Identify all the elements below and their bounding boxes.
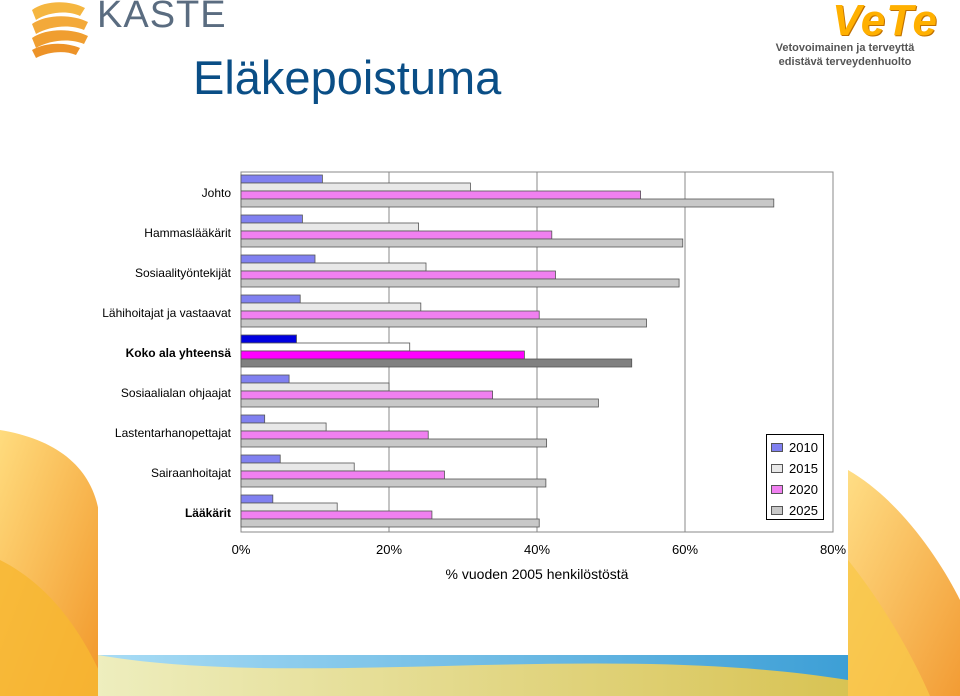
category-label: Lähihoitajat ja vastaavat: [102, 306, 231, 320]
bar-2020: [240, 190, 642, 200]
legend-label: 2020: [789, 482, 818, 497]
category-label: Lääkärit: [185, 506, 231, 520]
legend-swatch: [771, 464, 783, 473]
legend-label: 2010: [789, 440, 818, 455]
bar-2015: [240, 422, 327, 432]
bar-2025: [240, 398, 599, 408]
legend-swatch: [771, 485, 783, 494]
bar-2025: [240, 318, 647, 328]
bar-2010: [240, 334, 297, 344]
category-label: Hammaslääkärit: [144, 226, 231, 240]
bar-2025: [240, 358, 633, 368]
bar-2020: [240, 390, 494, 400]
bar-2010: [240, 174, 323, 184]
bar-2025: [240, 238, 684, 248]
legend-label: 2015: [789, 461, 818, 476]
vete-tagline-line2: edistävä terveydenhuolto: [778, 56, 912, 68]
x-tick-label: 40%: [524, 542, 550, 557]
bar-2015: [240, 182, 471, 192]
kaste-logo-text: KASTE: [97, 0, 227, 36]
bar-2020: [240, 230, 553, 240]
category-label: Johto: [202, 186, 232, 200]
bar-2015: [240, 462, 355, 472]
kaste-logo-icon: [32, 2, 88, 58]
bar-2015: [240, 222, 420, 232]
category-label: Sosiaalialan ohjaajat: [121, 386, 232, 400]
bar-2025: [240, 278, 680, 288]
bar-2020: [240, 510, 433, 520]
legend-swatch: [771, 506, 783, 515]
category-label: Lastentarhanopettajat: [115, 426, 232, 440]
x-tick-label: 0%: [232, 542, 251, 557]
bar-2025: [240, 478, 547, 488]
vete-logo: VeTe: [832, 0, 938, 45]
bar-2015: [240, 502, 338, 512]
page-title: Eläkepoistuma: [193, 51, 502, 104]
bar-2020: [240, 430, 429, 440]
bar-2010: [240, 374, 290, 384]
x-tick-label: 20%: [376, 542, 402, 557]
x-axis-label: % vuoden 2005 henkilöstöstä: [446, 566, 629, 582]
bar-2010: [240, 454, 281, 464]
bar-2010: [240, 294, 301, 304]
legend-entry-2020: 2020: [771, 479, 823, 500]
legend-swatch: [771, 443, 783, 452]
legend-entry-2025: 2025: [771, 500, 823, 521]
bar-2015: [240, 262, 427, 272]
legend-entry-2010: 2010: [771, 437, 823, 458]
bar-2025: [240, 438, 548, 448]
bar-2020: [240, 310, 540, 320]
bar-2025: [240, 518, 540, 528]
bar-2010: [240, 254, 316, 264]
category-label: Sosiaalityöntekijät: [135, 266, 232, 280]
category-label: Koko ala yhteensä: [126, 346, 232, 360]
legend-entry-2015: 2015: [771, 458, 823, 479]
legend-label: 2025: [789, 503, 818, 518]
bar-2010: [240, 214, 303, 224]
bar-2010: [240, 414, 266, 424]
bar-2020: [240, 350, 525, 360]
bar-2020: [240, 470, 445, 480]
bar-2010: [240, 494, 274, 504]
bar-2025: [240, 198, 775, 208]
bar-2015: [240, 382, 390, 392]
x-tick-label: 60%: [672, 542, 698, 557]
chart-legend: 2010 2015 2020 2025: [766, 434, 824, 520]
category-label: Sairaanhoitajat: [151, 466, 232, 480]
bar-2020: [240, 270, 556, 280]
x-tick-label: 80%: [820, 542, 846, 557]
bar-2015: [240, 302, 422, 312]
bar-2015: [240, 342, 411, 352]
vete-tagline-line1: Vetovoimainen ja terveyttä: [775, 42, 915, 54]
